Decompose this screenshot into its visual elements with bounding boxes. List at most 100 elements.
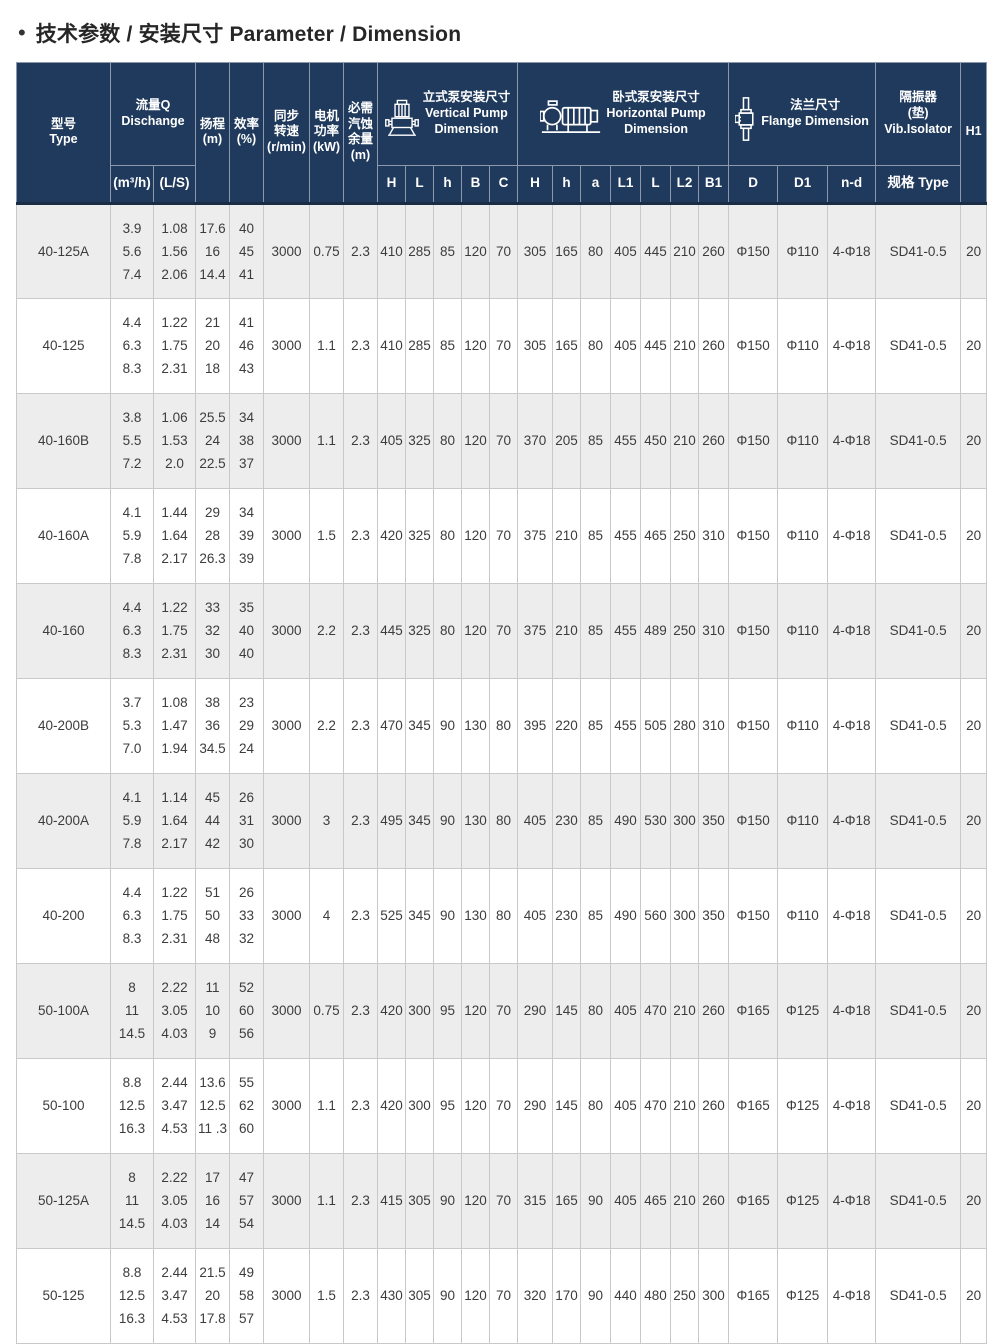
head-cell: 17 16 14 [195,1152,230,1249]
h1-cell: 20 [960,772,988,869]
model-cell: 50-125A [16,1152,111,1249]
horizontal-dim-cell: 490 [610,867,641,964]
npsh-cell: 2.3 [343,772,378,869]
horizontal-dim-cell: 260 [697,202,730,299]
h1-cell: 20 [960,202,988,299]
power-cell: 1.5 [309,487,344,584]
vertical-dim-cell: 410 [377,297,406,394]
vertical-dim-cell: 130 [461,867,490,964]
vertical-dim-cell: 345 [405,677,434,774]
header-speed: 同步 转速 (r/min) [263,62,310,204]
header-flange-col: n-d [827,164,877,204]
flange-dim-cell: Φ150 [728,487,779,584]
horizontal-dim-cell: 250 [670,1247,699,1344]
flange-dim-cell: Φ110 [777,677,829,774]
horizontal-dim-cell: 350 [697,772,730,869]
vertical-dim-cell: 80 [433,487,462,584]
flange-dim-cell: 4-Φ18 [827,1057,877,1154]
flange-dim-cell: Φ150 [728,677,779,774]
vertical-dim-cell: 95 [433,962,462,1059]
header-flange-label: 法兰尺寸 Flange Dimension [761,98,869,128]
flow-m3h-cell: 3.9 5.6 7.4 [110,202,154,299]
horizontal-dim-cell: 230 [552,772,581,869]
horizontal-dim-cell: 280 [670,677,699,774]
header-vertical-col: H [377,164,406,204]
flow-m3h-cell: 8.8 12.5 16.3 [110,1247,154,1344]
horizontal-dim-cell: 210 [670,962,699,1059]
horizontal-dim-cell: 490 [610,772,641,869]
header-power: 电机 功率 (kW) [309,62,344,204]
flow-ls-cell: 1.14 1.64 2.17 [153,772,196,869]
power-cell: 1.1 [309,1057,344,1154]
header-horizontal-col: a [580,164,611,204]
flange-dim-cell: Φ150 [728,392,779,489]
horizontal-dim-cell: 85 [580,772,611,869]
vertical-dim-cell: 325 [405,487,434,584]
header-discharge-ls: (L/S) [153,164,196,204]
vertical-dim-cell: 80 [489,867,518,964]
flange-dim-cell: 4-Φ18 [827,962,877,1059]
vertical-dim-cell: 345 [405,867,434,964]
flow-m3h-cell: 4.4 6.3 8.3 [110,582,154,679]
table-row: 50-100A 8 11 14.5 2.22 3.05 4.03 11 10 9 52 … [16,962,988,1059]
vertical-dim-cell: 80 [433,392,462,489]
isolator-cell: SD41-0.5 [875,962,962,1059]
table-row: 50-125A 8 11 14.5 2.22 3.05 4.03 17 16 14 47… [16,1152,988,1249]
head-cell: 38 36 34.5 [195,677,230,774]
horizontal-dim-cell: 250 [670,582,699,679]
vertical-dim-cell: 95 [433,1057,462,1154]
vertical-pump-icon [384,82,419,146]
model-cell: 40-160A [16,487,111,584]
efficiency-cell: 47 57 54 [229,1152,264,1249]
header-vertical-col: L [405,164,434,204]
horizontal-dim-cell: 350 [697,867,730,964]
flow-m3h-cell: 8.8 12.5 16.3 [110,1057,154,1154]
horizontal-dim-cell: 210 [670,297,699,394]
vertical-dim-cell: 285 [405,202,434,299]
horizontal-dim-cell: 530 [640,772,671,869]
horizontal-dim-cell: 250 [670,487,699,584]
table-row: 40-200B 3.7 5.3 7.0 1.08 1.47 1.94 38 36 34… [16,677,988,774]
npsh-cell: 2.3 [343,677,378,774]
power-cell: 1.1 [309,1152,344,1249]
head-cell: 17.6 16 14.4 [195,202,230,299]
table-row: 40-125A 3.9 5.6 7.4 1.08 1.56 2.06 17.6 16 … [16,202,988,299]
flow-ls-cell: 1.08 1.56 2.06 [153,202,196,299]
horizontal-dim-cell: 210 [552,487,581,584]
horizontal-pump-icon [539,85,602,143]
header-vertical-col: h [433,164,462,204]
header-vertical-col: B [461,164,490,204]
npsh-cell: 2.3 [343,392,378,489]
power-cell: 2.2 [309,677,344,774]
flange-dim-cell: 4-Φ18 [827,677,877,774]
horizontal-dim-cell: 85 [580,392,611,489]
efficiency-cell: 40 45 41 [229,202,264,299]
horizontal-dim-cell: 450 [640,392,671,489]
horizontal-dim-cell: 440 [610,1247,641,1344]
horizontal-dim-cell: 470 [640,962,671,1059]
vertical-dim-cell: 120 [461,202,490,299]
flange-dim-cell: Φ110 [777,297,829,394]
vertical-dim-cell: 325 [405,582,434,679]
npsh-cell: 2.3 [343,962,378,1059]
isolator-cell: SD41-0.5 [875,392,962,489]
horizontal-dim-cell: 210 [670,202,699,299]
flange-dim-cell: 4-Φ18 [827,297,877,394]
isolator-cell: SD41-0.5 [875,1057,962,1154]
horizontal-dim-cell: 405 [610,1057,641,1154]
flow-ls-cell: 1.22 1.75 2.31 [153,297,196,394]
vertical-dim-cell: 70 [489,1247,518,1344]
model-cell: 40-200B [16,677,111,774]
vertical-dim-cell: 90 [433,1247,462,1344]
vertical-dim-cell: 70 [489,487,518,584]
horizontal-dim-cell: 455 [610,677,641,774]
horizontal-dim-cell: 210 [670,1057,699,1154]
flange-dim-cell: Φ125 [777,1152,829,1249]
head-cell: 21.5 20 17.8 [195,1247,230,1344]
horizontal-dim-cell: 90 [580,1152,611,1249]
flow-ls-cell: 1.22 1.75 2.31 [153,867,196,964]
power-cell: 4 [309,867,344,964]
vertical-dim-cell: 90 [433,677,462,774]
horizontal-dim-cell: 455 [610,582,641,679]
h1-cell: 20 [960,1152,988,1249]
